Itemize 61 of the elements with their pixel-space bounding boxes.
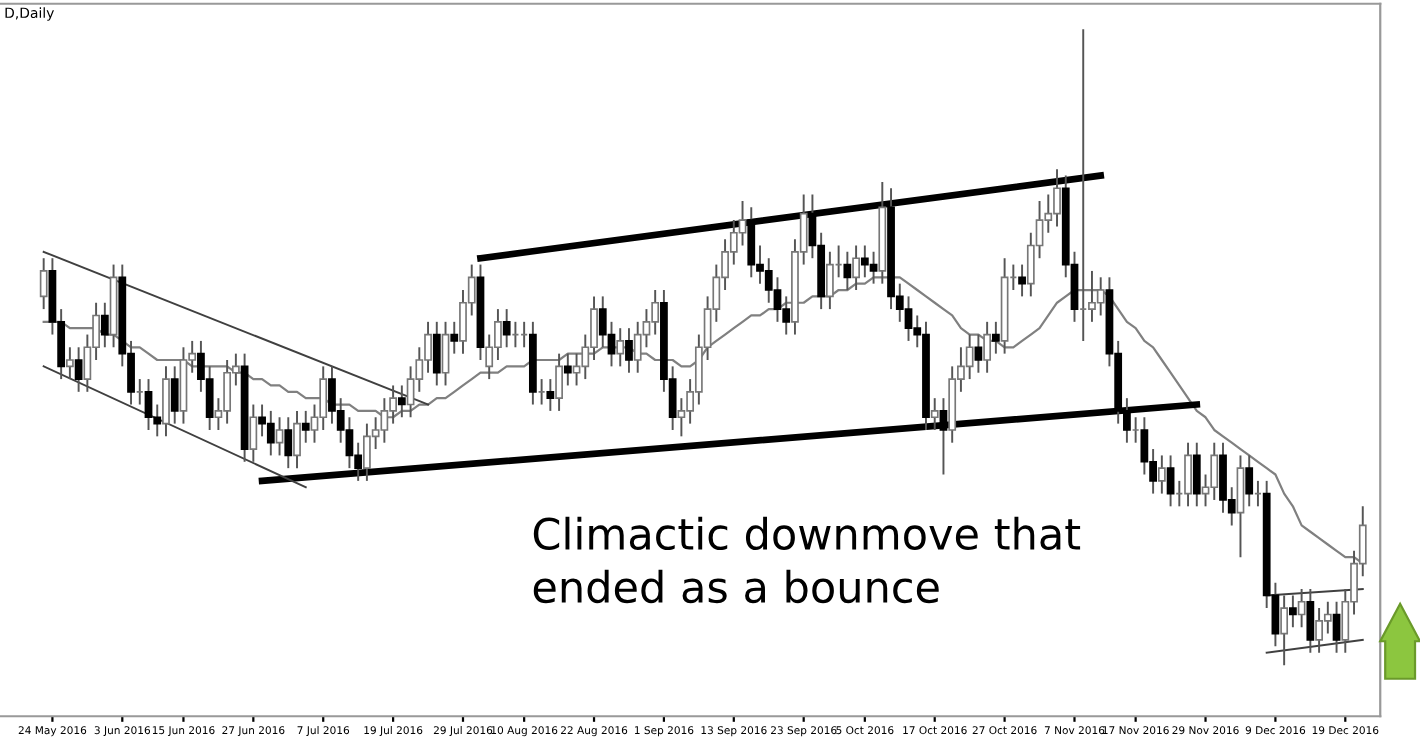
candlestick: [223, 359, 232, 425]
candlestick: [301, 409, 310, 444]
candlestick: [1236, 454, 1245, 559]
candlestick: [345, 416, 354, 470]
candlestick: [74, 346, 83, 393]
candlestick: [546, 378, 555, 412]
candlestick: [266, 409, 275, 457]
candlestick: [1210, 441, 1219, 501]
candlestick: [764, 257, 773, 304]
annotation: Climactic downmove that ended as a bounce: [533, 516, 1081, 604]
candlestick: [773, 276, 782, 323]
candlestick: [162, 365, 170, 438]
candlestick: [100, 301, 109, 349]
candlestick: [1018, 263, 1026, 298]
candlestick: [1323, 600, 1332, 635]
candlestick: [1157, 454, 1166, 495]
candlestick: [249, 403, 258, 463]
candlestick: [782, 295, 791, 336]
candlestick: [965, 333, 974, 381]
candlestick: [616, 327, 625, 368]
candlestick: [738, 199, 747, 247]
candlestick: [65, 346, 74, 381]
candlestick: [432, 320, 441, 387]
candlestick: [983, 320, 992, 374]
candlestick: [1166, 454, 1175, 508]
candlestick: [1297, 588, 1306, 629]
candlestick: [1192, 441, 1201, 508]
candlestick: [284, 416, 293, 470]
candlestick: [319, 365, 328, 431]
candlestick: [1245, 454, 1254, 508]
candlestick: [991, 320, 1000, 355]
candlestick: [677, 397, 686, 438]
candlestick: [843, 250, 852, 291]
candlestick: [563, 352, 572, 387]
candlestick: [450, 320, 459, 355]
candlestick: [930, 397, 939, 431]
candlestick: [1140, 416, 1149, 476]
candlestick: [170, 365, 179, 425]
candlestick: [904, 295, 913, 342]
candlestick: [1332, 600, 1341, 654]
candlestick: [144, 378, 153, 431]
candlestick: [397, 384, 406, 419]
candlestick: [293, 409, 301, 470]
candlestick: [1184, 441, 1192, 508]
candlestick: [598, 295, 607, 349]
candlestick: [572, 352, 581, 387]
candlestick: [555, 352, 563, 412]
candlestick: [39, 257, 48, 311]
candlestick: [651, 289, 660, 336]
candlestick: [406, 365, 415, 419]
candlestick: [380, 397, 389, 444]
candlestick: [502, 308, 511, 349]
candlestick: [869, 250, 878, 285]
candlestick: [974, 333, 983, 374]
candlestick: [275, 416, 284, 457]
candlestick: [625, 327, 633, 374]
candlestick: [1280, 594, 1289, 667]
candlestick: [1306, 588, 1315, 654]
candlestick: [1288, 594, 1297, 629]
candlestick: [441, 320, 450, 387]
candlestick: [860, 244, 869, 279]
